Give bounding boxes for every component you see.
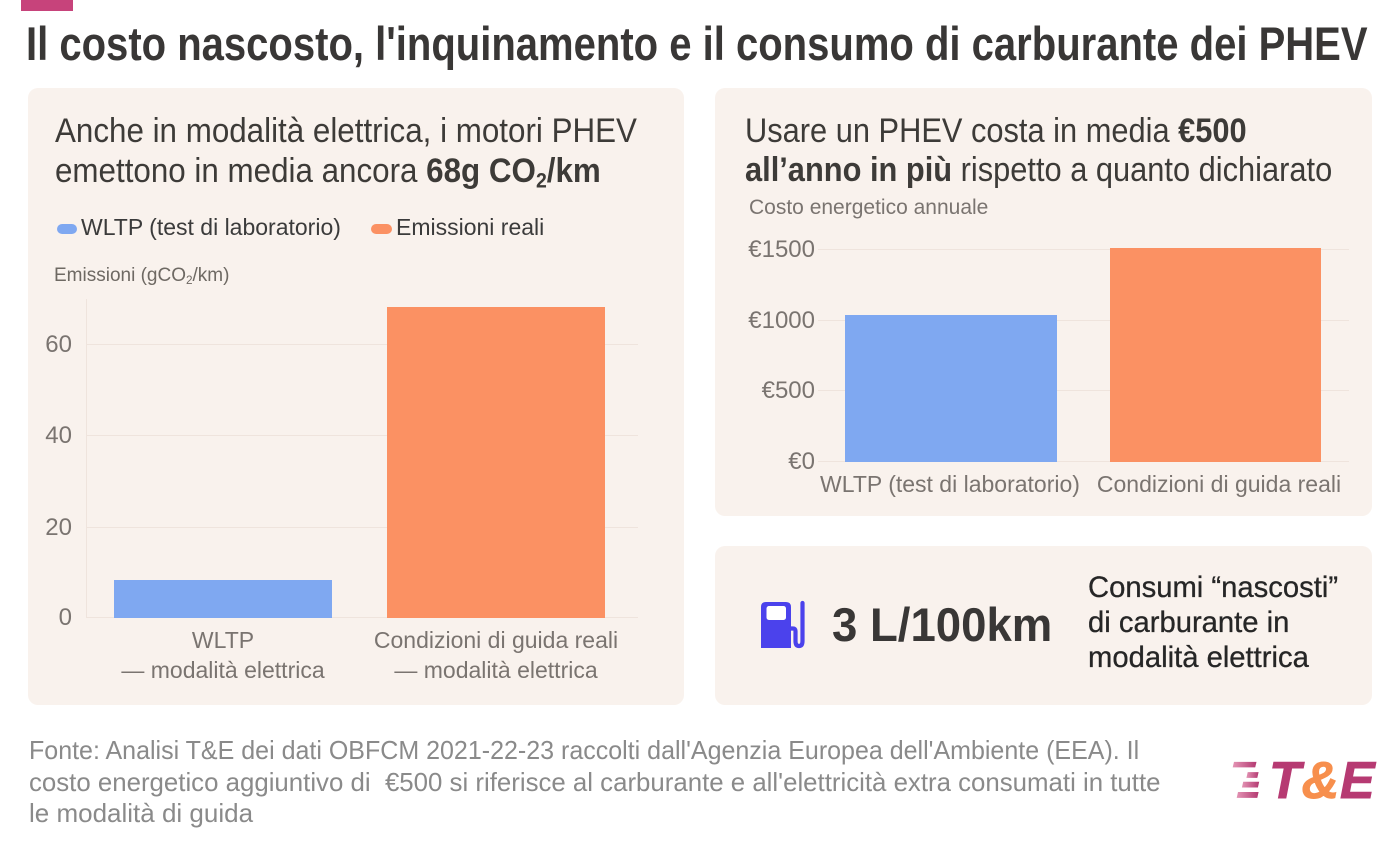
svg-text:T&E: T&E	[1269, 752, 1376, 802]
